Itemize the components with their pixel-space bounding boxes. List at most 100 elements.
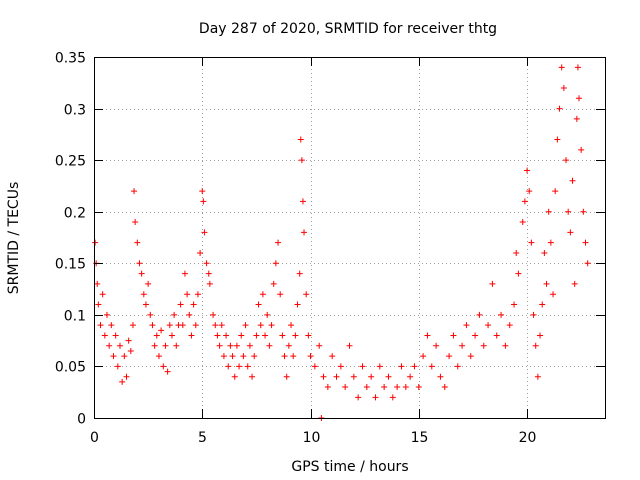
data-point <box>543 280 550 287</box>
data-point <box>147 311 154 318</box>
data-point <box>121 353 128 360</box>
x-tick-label: 20 <box>519 430 537 446</box>
data-point <box>244 363 251 370</box>
data-point <box>272 260 279 267</box>
data-point <box>277 291 284 298</box>
data-point <box>281 353 288 360</box>
data-point <box>376 363 383 370</box>
data-point <box>240 353 247 360</box>
data-point <box>480 342 487 349</box>
data-point <box>333 373 340 380</box>
data-point <box>181 270 188 277</box>
data-point <box>140 291 147 298</box>
data-point <box>249 373 256 380</box>
data-point <box>539 301 546 308</box>
data-point <box>433 342 440 349</box>
data-point <box>255 301 262 308</box>
data-point <box>288 322 295 329</box>
data-point <box>398 363 405 370</box>
data-point <box>563 157 570 164</box>
data-points <box>92 64 591 421</box>
data-point <box>251 353 258 360</box>
data-point <box>283 373 290 380</box>
data-point <box>214 332 221 339</box>
data-point <box>205 270 212 277</box>
data-point <box>437 373 444 380</box>
data-point <box>519 219 526 226</box>
data-point <box>389 394 396 401</box>
data-point <box>99 291 106 298</box>
data-point <box>190 301 197 308</box>
data-point <box>489 280 496 287</box>
data-point <box>532 342 539 349</box>
data-point <box>132 219 139 226</box>
data-point <box>363 384 370 391</box>
data-point <box>541 249 548 256</box>
data-point <box>342 384 349 391</box>
data-point <box>92 239 99 246</box>
data-point <box>534 373 541 380</box>
data-point <box>368 373 375 380</box>
data-point <box>411 363 418 370</box>
data-point <box>385 373 392 380</box>
data-point <box>259 291 266 298</box>
data-point <box>573 115 580 122</box>
data-point <box>297 136 304 143</box>
data-point <box>103 311 110 318</box>
data-point <box>567 229 574 236</box>
axis-ticks <box>94 57 605 419</box>
data-point <box>95 301 102 308</box>
data-point <box>275 239 282 246</box>
data-point <box>560 84 567 91</box>
data-point <box>158 327 165 334</box>
y-tick-label: 0.2 <box>64 206 86 222</box>
data-point <box>324 384 331 391</box>
data-point <box>268 322 275 329</box>
data-point <box>266 342 273 349</box>
data-point <box>246 342 253 349</box>
data-point <box>119 378 126 385</box>
data-point <box>584 260 591 267</box>
data-point <box>285 342 292 349</box>
data-point <box>231 373 238 380</box>
data-point <box>493 332 500 339</box>
x-tick-label: 15 <box>411 430 429 446</box>
data-point <box>459 342 466 349</box>
data-point <box>131 188 138 195</box>
data-point <box>407 373 414 380</box>
plot-frame <box>94 57 606 419</box>
data-point <box>498 311 505 318</box>
data-point <box>151 342 158 349</box>
data-point <box>502 342 509 349</box>
data-point <box>576 95 583 102</box>
data-point <box>253 332 260 339</box>
data-point <box>229 353 236 360</box>
data-point <box>218 322 225 329</box>
data-point <box>292 332 299 339</box>
data-point <box>290 353 297 360</box>
data-point <box>558 64 565 71</box>
data-point <box>114 363 121 370</box>
x-tick-label: 10 <box>303 430 321 446</box>
y-tick-label: 0.25 <box>55 154 86 170</box>
data-point <box>320 373 327 380</box>
data-point <box>160 363 167 370</box>
data-point <box>511 301 518 308</box>
data-point <box>116 342 123 349</box>
data-point <box>547 239 554 246</box>
data-point <box>94 280 101 287</box>
data-point <box>227 342 234 349</box>
data-point <box>123 373 130 380</box>
data-point <box>526 188 533 195</box>
data-point <box>177 301 184 308</box>
data-point <box>238 332 245 339</box>
data-point <box>142 301 149 308</box>
data-point <box>394 384 401 391</box>
data-point <box>381 384 388 391</box>
data-point <box>153 332 160 339</box>
data-point <box>537 332 544 339</box>
data-point <box>212 322 219 329</box>
data-point <box>184 291 191 298</box>
data-point <box>521 198 528 205</box>
